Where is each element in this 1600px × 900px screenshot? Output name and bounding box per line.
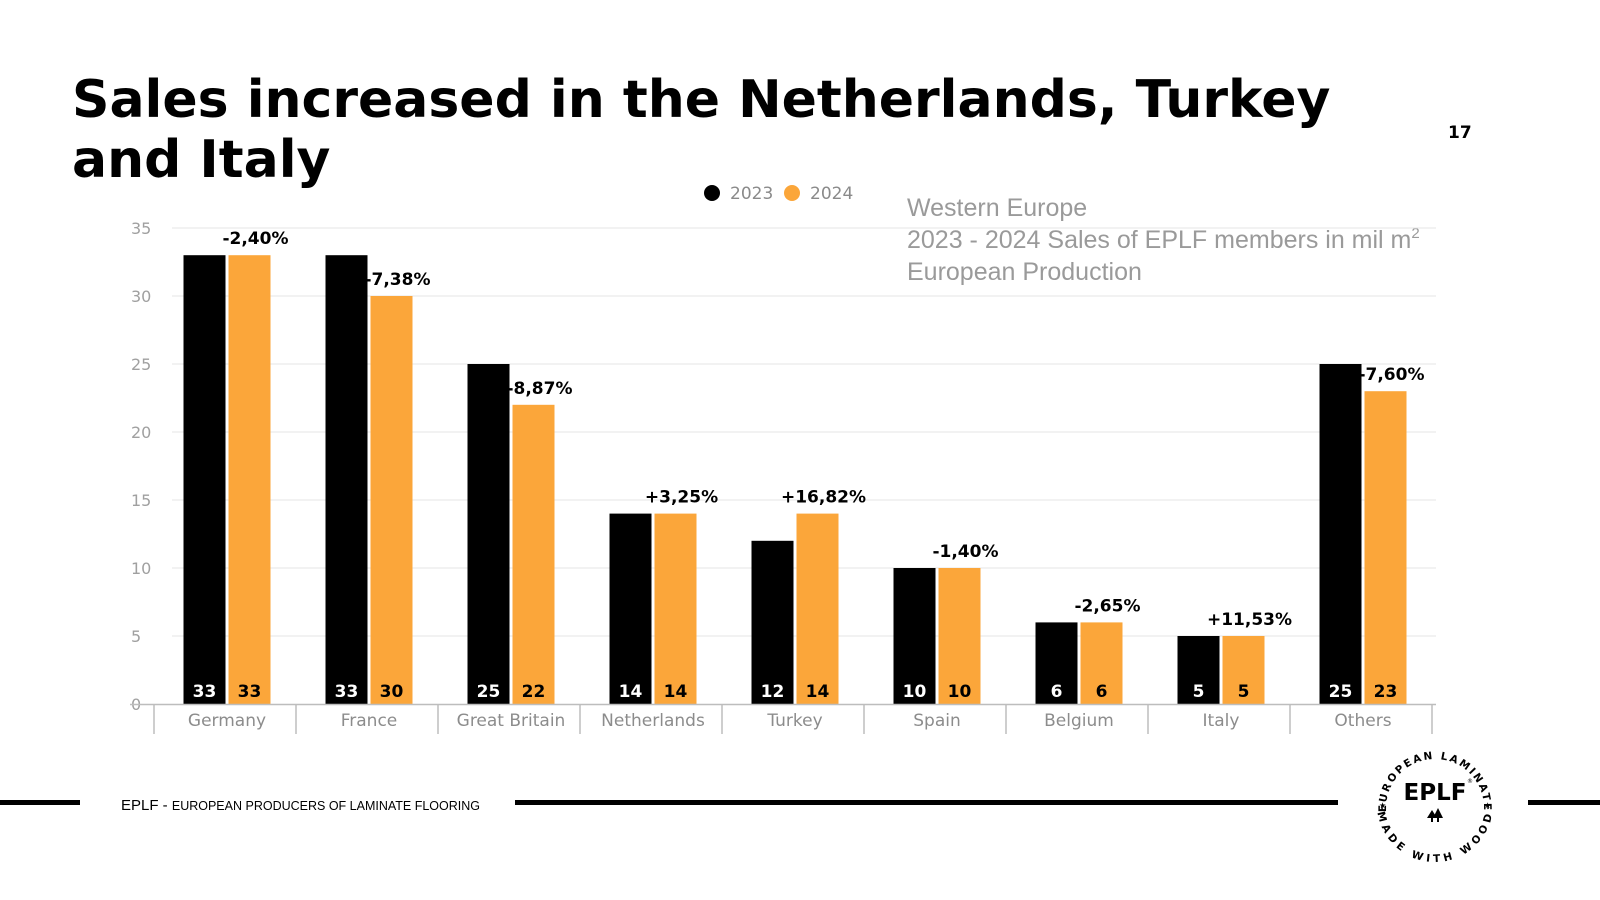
bar-2023 (609, 513, 652, 704)
bar-value-label: 14 (664, 682, 688, 702)
x-tick-label: Germany (188, 711, 266, 731)
legend-marker-2023 (704, 185, 720, 201)
trees-icon (1427, 808, 1443, 822)
change-label: -2,65% (1074, 596, 1140, 616)
bar-2023 (325, 255, 368, 704)
star-right-icon: ★ (1484, 801, 1491, 810)
bar-2024 (512, 404, 555, 704)
bar-2023 (1319, 364, 1362, 704)
footer-rule-right (1528, 800, 1600, 805)
footer-full-name: EUROPEAN PRODUCERS OF LAMINATE FLOORING (171, 799, 481, 813)
change-label: -1,40% (932, 542, 998, 562)
bar-value-label: 30 (380, 682, 404, 702)
bar-value-label: 33 (238, 682, 262, 702)
bar-value-label: 5 (1238, 682, 1250, 702)
bar-value-label: 10 (903, 682, 927, 702)
logo-center-text: EPLF (1404, 780, 1467, 806)
x-tick-label: Italy (1203, 711, 1240, 731)
change-label: +11,53% (1207, 610, 1292, 630)
logo-registered-mark: ® (1467, 778, 1473, 785)
logo-arc-bottom: MADE WITH WOOD (1374, 810, 1496, 865)
y-tick-label: 10 (131, 559, 151, 578)
legend-label: 2023 (730, 184, 773, 204)
bar-value-label: 6 (1096, 682, 1108, 702)
eplf-logo: EUROPEAN LAMINATE MADE WITH WOOD ★ ★ EPL… (1374, 750, 1496, 866)
chart-subtitle: Western Europe 2023 - 2024 Sales of EPLF… (907, 192, 1420, 288)
y-tick-label: 15 (131, 491, 151, 510)
x-tick-label: Great Britain (457, 711, 566, 731)
footer-separator: - (158, 797, 172, 814)
subtitle-production: European Production (907, 258, 1142, 286)
footer-rule-left (0, 800, 80, 805)
star-left-icon: ★ (1379, 801, 1386, 810)
subtitle-region: Western Europe (907, 194, 1088, 222)
footer-abbr: EPLF (121, 797, 159, 814)
bar-value-label: 10 (948, 682, 972, 702)
bar-2024 (228, 255, 271, 704)
bar-2024 (654, 513, 697, 704)
legend-marker-2024 (784, 185, 800, 201)
bar-value-label: 12 (761, 682, 785, 702)
y-tick-label: 30 (131, 287, 151, 306)
y-tick-label: 5 (131, 627, 141, 646)
change-label: -7,38% (364, 270, 430, 290)
x-tick-label: Netherlands (601, 711, 705, 731)
subtitle-description-text: 2023 - 2024 Sales of EPLF members in mil… (907, 226, 1412, 254)
bar-value-label: 22 (522, 682, 546, 702)
bar-2023 (893, 568, 936, 704)
bar-value-label: 14 (619, 682, 643, 702)
y-tick-label: 35 (131, 219, 151, 238)
bar-2023 (183, 255, 226, 704)
y-tick-label: 25 (131, 355, 151, 374)
subtitle-description: 2023 - 2024 Sales of EPLF members in mil… (907, 224, 1420, 256)
change-label: -8,87% (506, 379, 572, 399)
footer-organization: EPLF - EUROPEAN PRODUCERS OF LAMINATE FL… (121, 797, 487, 815)
change-label: -7,60% (1358, 365, 1424, 385)
bar-value-label: 5 (1193, 682, 1205, 702)
y-tick-label: 20 (131, 423, 151, 442)
x-tick-label: France (341, 711, 398, 731)
page-number: 17 (1448, 123, 1472, 143)
unit-superscript: 2 (1411, 225, 1420, 242)
bar-2024 (796, 513, 839, 704)
x-tick-label: Spain (913, 711, 961, 731)
bar-value-label: 25 (477, 682, 501, 702)
x-tick-label: Belgium (1044, 711, 1114, 731)
x-tick-label: Turkey (766, 711, 822, 731)
bar-value-label: 6 (1051, 682, 1063, 702)
bar-value-label: 23 (1374, 682, 1398, 702)
bar-2024 (370, 296, 413, 704)
change-label: -2,40% (222, 229, 288, 249)
bar-2024 (1080, 622, 1123, 704)
footer-rule-middle (515, 800, 1338, 805)
bar-2023 (751, 540, 794, 704)
bar-2024 (938, 568, 981, 704)
page-title: Sales increased in the Netherlands, Turk… (72, 70, 1331, 190)
bar-2024 (1364, 391, 1407, 704)
legend-label: 2024 (810, 184, 853, 204)
bar-value-label: 33 (335, 682, 359, 702)
bar-2023 (1177, 636, 1220, 704)
bar-value-label: 33 (193, 682, 217, 702)
change-label: +3,25% (645, 488, 718, 508)
change-label: +16,82% (781, 488, 866, 508)
bar-value-label: 25 (1329, 682, 1353, 702)
x-tick-label: Others (1334, 711, 1391, 731)
bar-2024 (1222, 636, 1265, 704)
bar-2023 (1035, 622, 1078, 704)
bar-value-label: 14 (806, 682, 830, 702)
bar-2023 (467, 364, 510, 704)
